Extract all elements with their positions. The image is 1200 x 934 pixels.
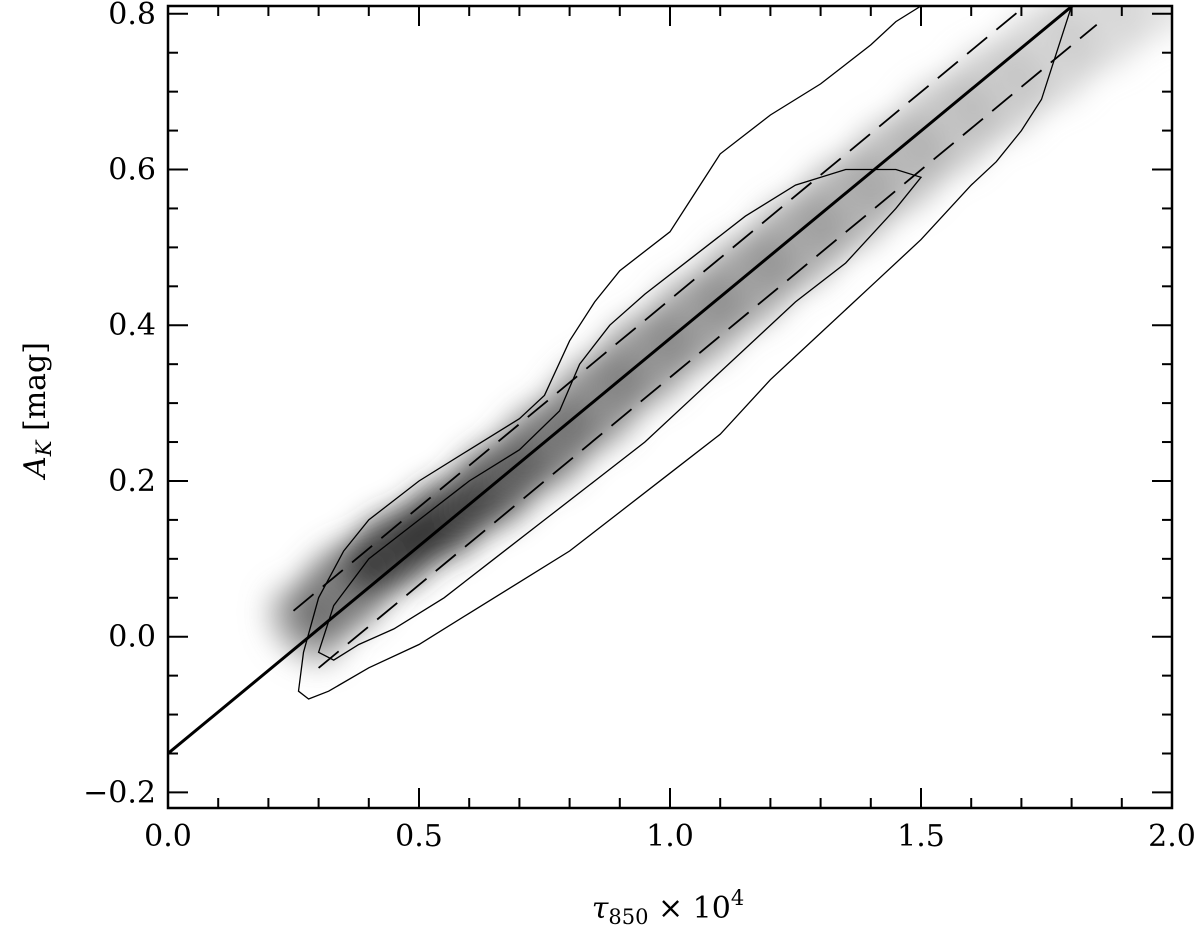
y-tick-labels: −0.2 0.0 0.2 0.4 0.6 0.8 xyxy=(83,0,156,810)
contour-layer xyxy=(297,6,1073,700)
y-axis-subscript: K xyxy=(32,439,56,457)
plot-area xyxy=(168,6,1172,755)
x-axis-symbol: τ xyxy=(592,891,609,926)
x-tick-label: 1.5 xyxy=(897,819,945,854)
line-layer xyxy=(168,6,1098,755)
x-tick-label: 0.5 xyxy=(395,819,443,854)
x-axis-suffix: × 10 xyxy=(648,891,730,926)
x-tick-label: 1.0 xyxy=(646,819,694,854)
x-axis-title: τ850 × 104 xyxy=(592,886,744,929)
dashed-line-1 xyxy=(292,6,1027,612)
y-tick-label: 0.6 xyxy=(108,153,156,188)
x-tick-labels: 0.0 0.5 1.0 1.5 2.0 xyxy=(144,819,1196,854)
y-tick-label: 0.0 xyxy=(108,620,156,655)
x-tick-label: 0.0 xyxy=(144,819,192,854)
axes xyxy=(166,4,1174,810)
x-axis-superscript: 4 xyxy=(731,886,744,910)
y-axis-symbol: A xyxy=(18,456,53,481)
y-axis-suffix: [mag] xyxy=(18,342,53,440)
fit-line xyxy=(168,6,1075,755)
dashed-line-2 xyxy=(318,23,1098,669)
density-cell xyxy=(1094,6,1172,42)
y-tick-label: −0.2 xyxy=(83,775,156,810)
contour-2 xyxy=(317,168,923,661)
y-axis-title: AK [mag] xyxy=(18,342,56,481)
x-axis-subscript: 850 xyxy=(608,905,648,929)
y-tick-label: 0.2 xyxy=(108,464,156,499)
contour-1 xyxy=(297,6,1073,700)
x-tick-label: 2.0 xyxy=(1148,819,1196,854)
y-tick-label: 0.8 xyxy=(108,0,156,32)
y-tick-label: 0.4 xyxy=(108,308,156,343)
